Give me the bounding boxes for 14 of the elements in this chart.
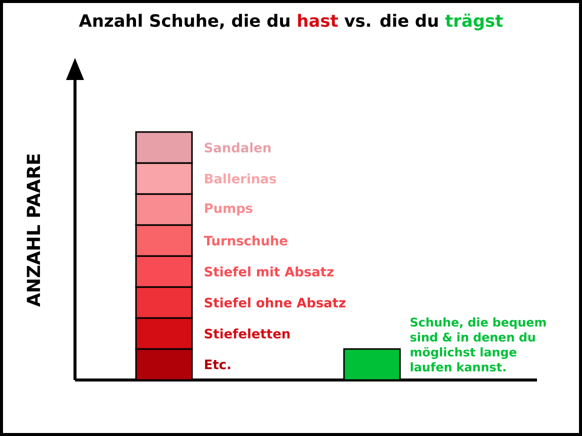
text: hast xyxy=(298,14,338,27)
series-label: Sandalen xyxy=(204,142,271,153)
text: vs. die du xyxy=(344,14,438,27)
series-label: Turnschuhe xyxy=(204,235,288,246)
series-label: Stiefeletten xyxy=(204,328,290,338)
text: trägst xyxy=(445,14,503,30)
chart-title: Anzahl Schuhe, die du xyxy=(78,14,290,30)
y-axis-title: ANZAHL PAARE xyxy=(26,154,40,307)
series-label: Etc. xyxy=(205,360,230,370)
series-label: Pumps xyxy=(205,203,252,216)
series-label: Ballerinas xyxy=(205,173,276,184)
series-label: Schuhe, die bequem sind & in denen du möglichst lange laufen kannst. xyxy=(410,317,546,372)
series-label: Stiefel ohne Absatz xyxy=(204,297,346,308)
series-label: Stiefel mit Absatz xyxy=(204,266,334,276)
